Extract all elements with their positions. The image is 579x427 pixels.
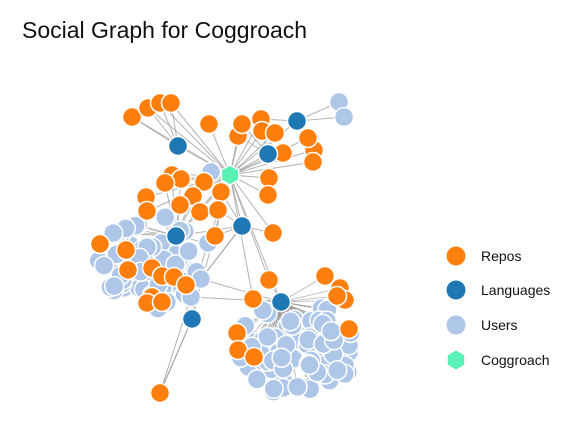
repo-swatch-icon xyxy=(446,246,466,266)
coggroach-node[interactable] xyxy=(220,164,240,186)
language-node[interactable] xyxy=(231,215,253,237)
coggroach-swatch-icon xyxy=(447,350,465,370)
repo-node[interactable] xyxy=(231,113,253,135)
user-node[interactable] xyxy=(246,369,268,390)
user-node[interactable] xyxy=(103,275,125,297)
repo-node[interactable] xyxy=(149,382,171,404)
language-node[interactable] xyxy=(286,110,308,132)
repo-node[interactable] xyxy=(115,239,137,261)
graph-link xyxy=(159,318,193,394)
repo-node[interactable] xyxy=(302,151,324,173)
repo-node[interactable] xyxy=(314,265,336,287)
user-node[interactable] xyxy=(257,326,278,348)
graph-link xyxy=(229,174,274,234)
language-swatch-icon xyxy=(446,280,466,300)
repo-node[interactable] xyxy=(89,233,111,255)
page-title: Social Graph for Coggroach xyxy=(22,17,308,43)
user-node[interactable] xyxy=(287,376,308,398)
repo-node[interactable] xyxy=(160,92,182,114)
graph-link xyxy=(170,102,231,176)
repo-node[interactable] xyxy=(169,194,191,216)
language-node[interactable] xyxy=(270,291,292,313)
user-node[interactable] xyxy=(263,378,284,399)
legend-label-coggroach: Coggroach xyxy=(481,352,550,368)
repo-node[interactable] xyxy=(326,285,348,307)
repo-node[interactable] xyxy=(210,181,232,203)
repo-node[interactable] xyxy=(204,225,226,247)
repo-node[interactable] xyxy=(151,291,173,313)
legend-item-languages: Languages xyxy=(444,278,574,302)
legend-label-repos: Repos xyxy=(481,248,522,264)
repo-node[interactable] xyxy=(258,167,280,189)
repo-node[interactable] xyxy=(257,184,279,206)
graph-link xyxy=(200,278,282,303)
repo-node[interactable] xyxy=(258,269,280,291)
user-node[interactable] xyxy=(320,320,342,342)
legend-label-languages: Languages xyxy=(481,282,551,298)
repo-node[interactable] xyxy=(226,322,248,344)
language-node[interactable] xyxy=(181,308,203,330)
user-node[interactable] xyxy=(154,207,176,228)
user-node[interactable] xyxy=(333,106,355,128)
graph-link xyxy=(229,174,254,300)
repo-node[interactable] xyxy=(136,200,158,222)
repo-node[interactable] xyxy=(264,122,286,144)
repo-node[interactable] xyxy=(117,259,139,281)
user-node[interactable] xyxy=(178,240,199,262)
graph-nodes xyxy=(88,91,361,404)
repo-node[interactable] xyxy=(175,274,197,296)
legend-item-repos: Repos xyxy=(444,244,574,268)
repo-node[interactable] xyxy=(338,318,360,340)
repo-node[interactable] xyxy=(193,171,215,193)
user-node[interactable] xyxy=(299,354,320,376)
repo-node[interactable] xyxy=(207,199,229,221)
repo-node[interactable] xyxy=(198,113,220,135)
user-node[interactable] xyxy=(102,222,124,244)
repo-node[interactable] xyxy=(243,346,265,368)
user-node[interactable] xyxy=(93,255,115,276)
user-node[interactable] xyxy=(327,360,348,381)
repo-node[interactable] xyxy=(242,288,264,310)
legend-item-coggroach: Coggroach xyxy=(444,348,574,372)
repo-node[interactable] xyxy=(297,127,319,149)
repo-node[interactable] xyxy=(189,201,211,223)
user-node[interactable] xyxy=(271,347,292,368)
language-node[interactable] xyxy=(167,135,189,157)
repo-node[interactable] xyxy=(154,172,176,194)
user-swatch-icon xyxy=(446,315,466,335)
user-node[interactable] xyxy=(280,311,301,332)
graph-link xyxy=(159,102,231,176)
repo-node[interactable] xyxy=(262,222,284,244)
repo-node[interactable] xyxy=(121,106,143,128)
language-node[interactable] xyxy=(165,225,187,247)
graph-link xyxy=(229,132,276,176)
legend-item-users: Users xyxy=(444,313,574,337)
graph-link xyxy=(200,225,243,280)
language-node[interactable] xyxy=(257,143,279,165)
legend-label-users: Users xyxy=(481,317,518,333)
